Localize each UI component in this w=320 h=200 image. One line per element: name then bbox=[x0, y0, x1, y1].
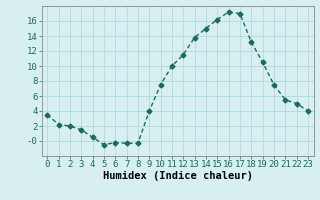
X-axis label: Humidex (Indice chaleur): Humidex (Indice chaleur) bbox=[103, 171, 252, 181]
